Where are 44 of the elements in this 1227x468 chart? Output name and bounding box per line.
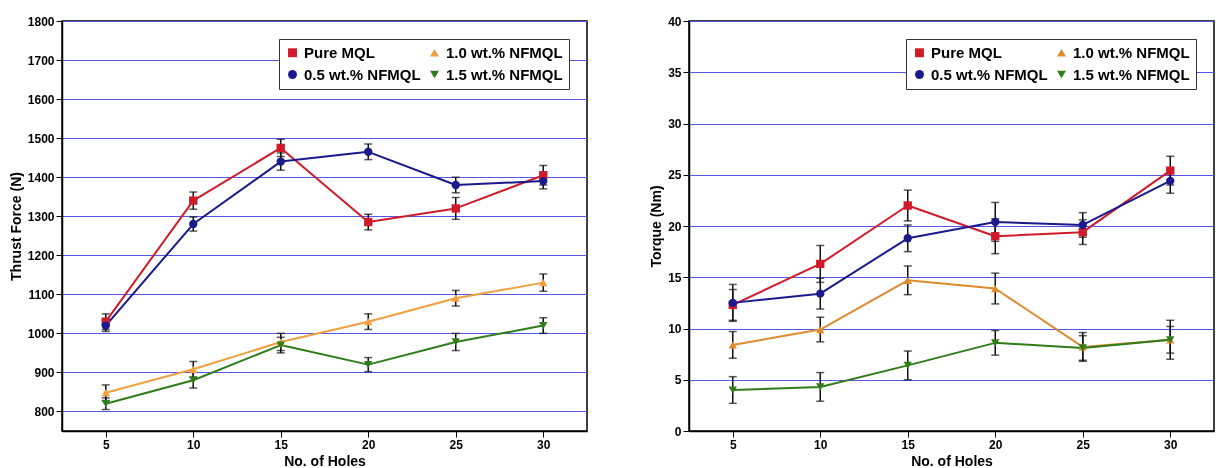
- y-tick-label: 25: [668, 168, 682, 183]
- y-tick-label: 40: [668, 14, 682, 29]
- x-tick-label: 10: [814, 437, 828, 452]
- x-tick-label: 20: [362, 437, 376, 452]
- y-tick-label: 5: [674, 373, 682, 388]
- y-tick-label: 1800: [27, 14, 55, 29]
- y-tick-label: 30: [668, 117, 682, 131]
- x-tick-label: 5: [729, 437, 737, 452]
- y-tick-label: 35: [668, 65, 682, 80]
- y-tick-label: 1500: [27, 131, 55, 146]
- legend-label: 1.5 wt.% NFMQL: [446, 65, 563, 83]
- y-tick-label: 0: [674, 424, 682, 439]
- y-axis-title: Torque (Nm): [648, 185, 665, 268]
- y-tick-label: 1100: [28, 287, 55, 302]
- y-tick-label: 1700: [27, 53, 55, 68]
- x-tick-label: 30: [537, 437, 551, 452]
- legend-label: Pure MQL: [931, 43, 1002, 61]
- y-axis-title: Thrust Force (N): [7, 172, 24, 281]
- y-tick-label: 1300: [27, 209, 55, 224]
- x-tick-label: 30: [1164, 437, 1178, 452]
- legend-label: 0.5 wt.% NFMQL: [931, 65, 1048, 83]
- y-tick-label: 15: [668, 270, 682, 285]
- legend-label: 1.0 wt.% NFMQL: [1073, 43, 1190, 61]
- x-tick-label: 15: [274, 437, 289, 452]
- y-tick-label: 1600: [27, 92, 55, 107]
- x-tick-label: 25: [1076, 437, 1091, 452]
- y-tick-label: 1000: [27, 326, 55, 341]
- y-tick-label: 20: [668, 219, 682, 234]
- y-tick-label: 1400: [27, 170, 55, 185]
- legend-label: Pure MQL: [304, 43, 375, 61]
- y-tick-label: 1200: [27, 248, 55, 263]
- x-axis-title: No. of Holes: [911, 452, 994, 468]
- legend-label: 1.0 wt.% NFMQL: [446, 43, 563, 61]
- y-tick-label: 900: [34, 365, 55, 380]
- x-tick-label: 5: [102, 437, 110, 452]
- legend-label: 0.5 wt.% NFMQL: [304, 65, 421, 83]
- x-tick-label: 10: [187, 437, 201, 452]
- y-tick-label: 10: [668, 322, 682, 336]
- x-tick-label: 15: [901, 437, 916, 452]
- x-tick-label: 25: [449, 437, 464, 452]
- y-tick-label: 800: [34, 404, 55, 419]
- x-axis-title: No. of Holes: [284, 452, 367, 468]
- legend-label: 1.5 wt.% NFMQL: [1073, 65, 1190, 83]
- x-tick-label: 20: [989, 437, 1003, 452]
